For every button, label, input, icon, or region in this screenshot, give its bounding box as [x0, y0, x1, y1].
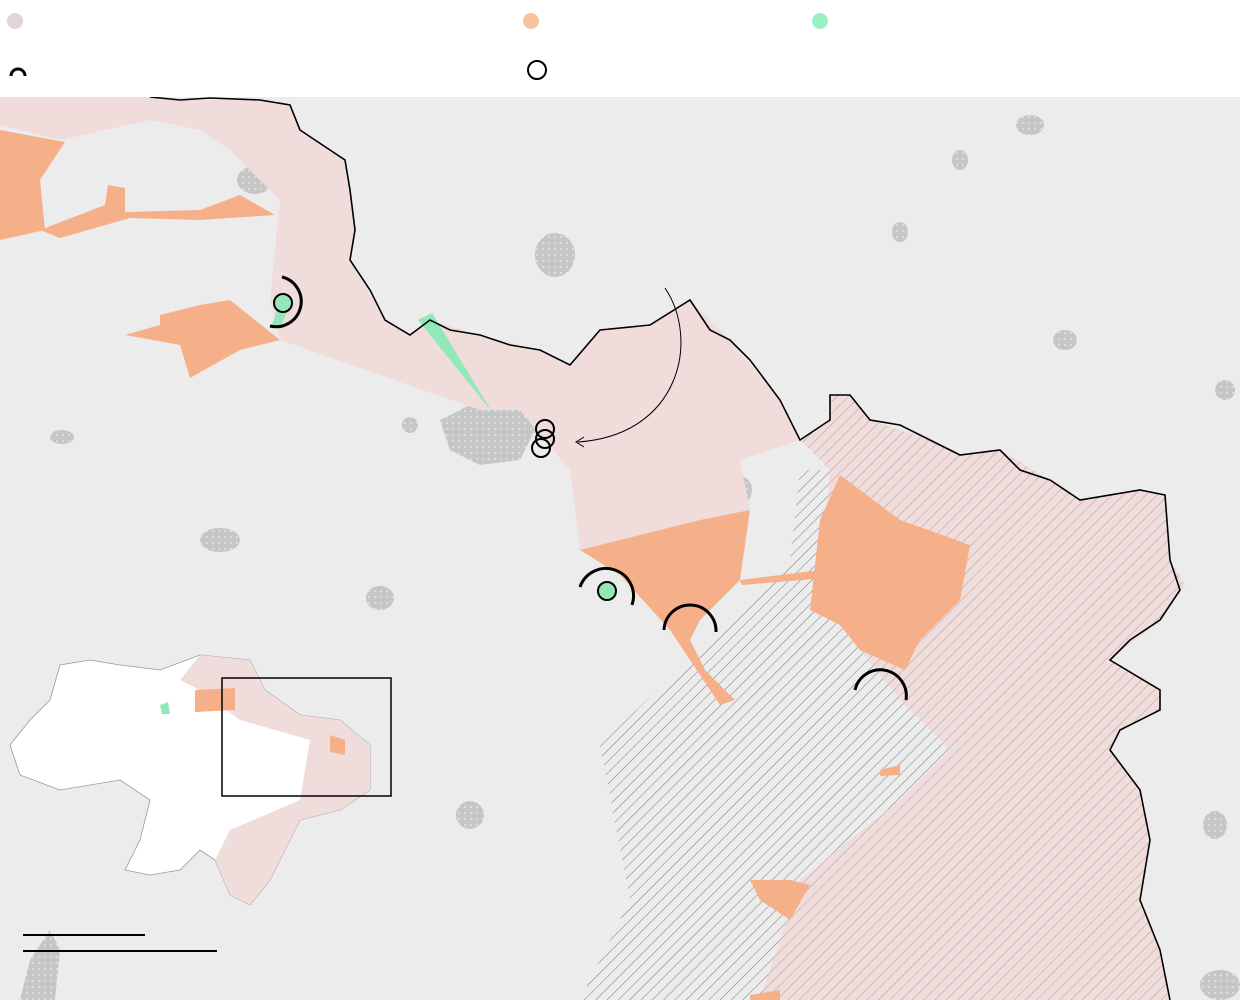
arc-icon: [662, 603, 718, 633]
green-area-legend-icon: [812, 13, 828, 29]
encirclement-arc-legend-icon: [9, 67, 27, 77]
green-area: [418, 313, 492, 412]
orange-areas: [0, 130, 970, 1000]
map[interactable]: [0, 97, 1240, 1000]
border-line: [149, 97, 1181, 1000]
arc-icon: [269, 275, 303, 329]
settlement-circle-legend-icon: [527, 60, 547, 80]
occupied-hatched-area: [580, 470, 950, 1000]
inset-map: [9, 654, 392, 906]
inset-extent-box: [221, 677, 392, 797]
pink-area-legend-icon: [7, 13, 23, 29]
orange-area-legend-icon: [523, 13, 539, 29]
settlement-circles: [273, 293, 617, 601]
pink-area-north: [0, 97, 800, 550]
arc-icon: [853, 668, 908, 701]
arrowhead-icon: [575, 436, 585, 448]
movement-arrow: [577, 287, 682, 443]
cities: [20, 115, 1240, 1000]
encirclement-arcs: [269, 275, 908, 701]
arc-icon: [578, 566, 636, 606]
scale-bar: [23, 934, 217, 952]
legend: [0, 0, 1240, 97]
